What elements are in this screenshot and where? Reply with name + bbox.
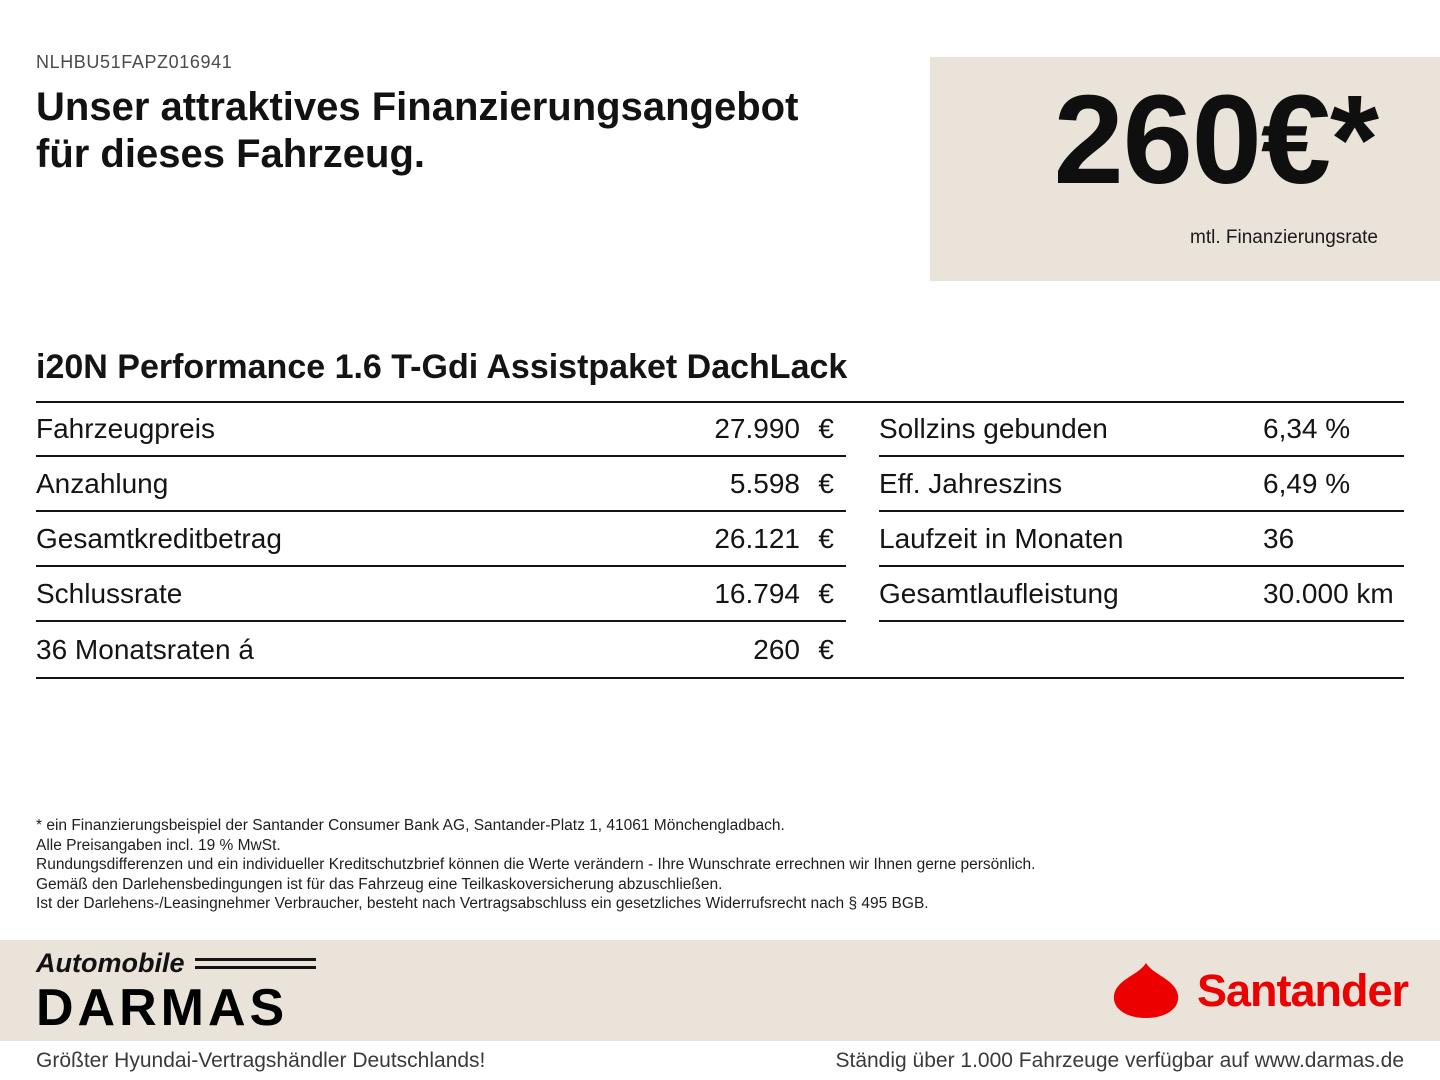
table-row: Sollzins gebunden 6,34 % bbox=[879, 402, 1404, 457]
row-label: Sollzins gebunden bbox=[879, 412, 1108, 444]
monthly-rate-caption: mtl. Finanzierungsrate bbox=[1190, 227, 1378, 248]
finance-table: Fahrzeugpreis 27.990 € Anzahlung 5.598 €… bbox=[36, 402, 1404, 677]
row-value: 260 bbox=[753, 633, 800, 665]
row-value: 6,34 % bbox=[1263, 412, 1351, 444]
dealer-logo-lines bbox=[194, 957, 316, 969]
row-label: Eff. Jahreszins bbox=[879, 467, 1063, 499]
table-row: Gesamtkreditbetrag 26.121 € bbox=[36, 512, 846, 567]
row-label: Schlussrate bbox=[36, 577, 183, 609]
table-row: 36 Monatsraten á 260 € bbox=[36, 622, 846, 677]
fine-print-line: Alle Preisangaben incl. 19 % MwSt. bbox=[36, 836, 281, 854]
page-title: Unser attraktives Finanzierungsangebot f… bbox=[36, 84, 798, 178]
bottom-strip-left-text: Größter Hyundai-Vertragshändler Deutschl… bbox=[36, 1048, 486, 1072]
row-unit: € bbox=[818, 633, 834, 665]
row-label: 36 Monatsraten á bbox=[36, 633, 254, 665]
page-title-line2: für dieses Fahrzeug. bbox=[36, 132, 425, 176]
table-row: Fahrzeugpreis 27.990 € bbox=[36, 402, 846, 457]
table-bottom-divider bbox=[36, 677, 1404, 679]
fine-print-line: Ist der Darlehens-/Leasingnehmer Verbrau… bbox=[36, 895, 929, 912]
santander-flame-icon bbox=[1113, 962, 1179, 1018]
fine-print-line: Gemäß den Darlehensbedingungen ist für d… bbox=[36, 875, 723, 893]
vehicle-title: i20N Performance 1.6 T-Gdi Assistpaket D… bbox=[36, 348, 1404, 403]
vin-number: NLHBU51FAPZ016941 bbox=[36, 52, 233, 72]
monthly-rate-value: 260€* bbox=[1053, 69, 1379, 210]
santander-wordmark: Santander bbox=[1196, 964, 1409, 1016]
row-value: 6,49 % bbox=[1263, 467, 1351, 499]
dealer-logo: Automobile DARMAS bbox=[36, 948, 316, 1034]
row-value: 30.000 km bbox=[1263, 577, 1394, 609]
row-label: Anzahlung bbox=[36, 467, 169, 499]
row-label: Fahrzeugpreis bbox=[36, 412, 215, 444]
row-value: 5.598 bbox=[729, 467, 800, 499]
fine-print: * ein Finanzierungsbeispiel der Santande… bbox=[36, 816, 1296, 914]
finance-table-left-column: Fahrzeugpreis 27.990 € Anzahlung 5.598 €… bbox=[36, 402, 846, 677]
row-label: Gesamtkreditbetrag bbox=[36, 522, 282, 554]
fine-print-line: Rundungsdifferenzen und ein individuelle… bbox=[36, 856, 1036, 873]
row-value: 16.794 bbox=[714, 577, 800, 609]
row-unit: € bbox=[818, 467, 834, 499]
dealer-logo-top: Automobile bbox=[36, 948, 316, 979]
dealer-logo-top-text: Automobile bbox=[36, 947, 185, 978]
row-value: 36 bbox=[1263, 522, 1295, 554]
santander-logo: Santander bbox=[1109, 962, 1409, 1019]
bottom-strip: Größter Hyundai-Vertragshändler Deutschl… bbox=[0, 1041, 1440, 1080]
row-unit: € bbox=[818, 577, 834, 609]
row-value: 27.990 bbox=[714, 412, 800, 444]
table-row: Schlussrate 16.794 € bbox=[36, 567, 846, 622]
row-label: Laufzeit in Monaten bbox=[879, 522, 1124, 554]
table-row: Eff. Jahreszins 6,49 % bbox=[879, 457, 1404, 512]
dealer-logo-main-text: DARMAS bbox=[36, 978, 289, 1037]
row-unit: € bbox=[818, 522, 834, 554]
row-value: 26.121 bbox=[714, 522, 800, 554]
table-row: Anzahlung 5.598 € bbox=[36, 457, 846, 512]
table-row: Laufzeit in Monaten 36 bbox=[879, 512, 1404, 567]
row-label: Gesamtlaufleistung bbox=[879, 577, 1119, 609]
row-unit: € bbox=[818, 412, 834, 444]
fine-print-line: * ein Finanzierungsbeispiel der Santande… bbox=[36, 817, 785, 834]
footer-logo-band: Automobile DARMAS Santander bbox=[0, 940, 1440, 1041]
finance-table-right-column: Sollzins gebunden 6,34 % Eff. Jahreszins… bbox=[879, 402, 1404, 677]
monthly-rate-box: 260€* mtl. Finanzierungsrate bbox=[930, 57, 1440, 281]
bottom-strip-right-text: Ständig über 1.000 Fahrzeuge verfügbar a… bbox=[835, 1048, 1404, 1072]
page-title-line1: Unser attraktives Finanzierungsangebot bbox=[36, 85, 799, 129]
table-row: Gesamtlaufleistung 30.000 km bbox=[879, 567, 1404, 622]
